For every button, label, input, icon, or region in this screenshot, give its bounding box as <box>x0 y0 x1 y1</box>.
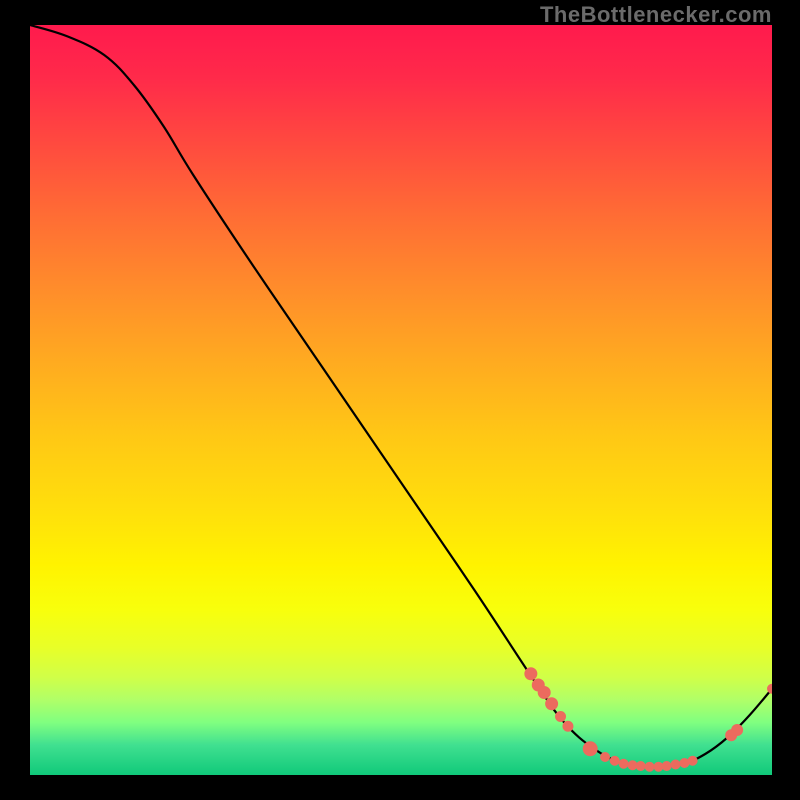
chart-marker <box>768 684 773 693</box>
chart-marker <box>628 761 637 770</box>
chart-marker <box>680 759 689 768</box>
chart-marker <box>619 759 628 768</box>
chart-marker <box>610 756 619 765</box>
chart-marker <box>662 762 671 771</box>
chart-marker <box>654 762 663 771</box>
chart-marker <box>583 742 597 756</box>
chart-marker <box>671 760 680 769</box>
chart-marker <box>732 725 743 736</box>
chart-marker <box>645 762 654 771</box>
chart-marker <box>601 753 610 762</box>
chart-marker <box>688 756 697 765</box>
chart-marker <box>546 698 558 710</box>
chart-background <box>30 25 772 775</box>
chart-marker <box>636 762 645 771</box>
watermark-text: TheBottlenecker.com <box>540 2 772 28</box>
chart-marker <box>556 712 566 722</box>
chart-plot-area <box>30 25 772 775</box>
chart-marker <box>538 687 550 699</box>
chart-marker <box>563 721 573 731</box>
chart-svg <box>30 25 772 775</box>
chart-marker <box>525 668 537 680</box>
